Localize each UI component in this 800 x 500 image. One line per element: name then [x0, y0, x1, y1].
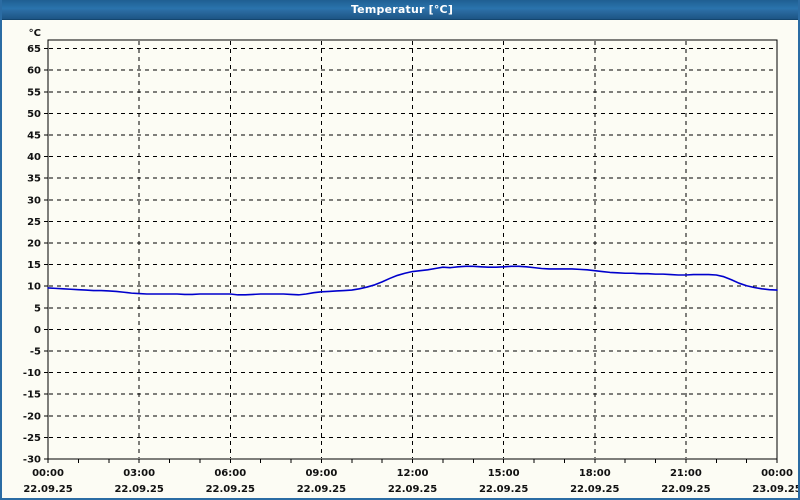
y-axis-tick-label: -10	[23, 368, 41, 379]
x-axis-time-label: 09:00	[305, 468, 337, 479]
x-axis-date-label: 23.09.25	[752, 484, 798, 495]
x-axis-time-label: 00:00	[32, 468, 64, 479]
y-axis-tick-label: 30	[27, 195, 41, 206]
x-axis-date-label: 22.09.25	[23, 484, 72, 495]
x-axis-time-label: 12:00	[397, 468, 429, 479]
x-axis-date-label: 22.09.25	[661, 484, 710, 495]
x-axis-time-label: 15:00	[488, 468, 520, 479]
y-axis-tick-label: 5	[34, 303, 41, 314]
y-axis-tick-label: -30	[23, 455, 41, 466]
x-axis-time-label: 03:00	[123, 468, 155, 479]
page-title: Temperatur [°C]	[350, 3, 454, 16]
gridlines	[44, 41, 778, 463]
y-axis-tick-label: -20	[23, 411, 41, 422]
x-axis-date-label: 22.09.25	[206, 484, 255, 495]
y-axis-tick-label: 55	[27, 87, 41, 98]
y-axis-tick-label: 35	[27, 174, 41, 185]
chart-canvas: 65 60 55 50 45 40 35 30 25 20 15 10 5 0 -5 -10 -15 -20 -25…	[2, 21, 798, 498]
y-axis-tick-label: 15	[27, 260, 41, 271]
y-axis-tick-label: -15	[23, 390, 41, 401]
y-axis-tick-label: 50	[27, 109, 41, 120]
y-axis-unit-label: °C	[29, 28, 41, 39]
x-axis-date-label: 22.09.25	[297, 484, 346, 495]
x-axis-date-label: 22.09.25	[570, 484, 619, 495]
y-axis-tick-label: 10	[27, 282, 41, 293]
data-series-line	[47, 265, 778, 296]
y-axis-tick-label: 65	[27, 44, 41, 55]
y-axis-tick-label: 45	[27, 131, 41, 142]
x-axis-date-label: 22.09.25	[479, 484, 528, 495]
x-axis-date-label: 22.09.25	[388, 484, 437, 495]
y-axis-tick-label: 20	[27, 239, 41, 250]
y-axis-tick-label: 0	[34, 325, 41, 336]
temperature-line-chart: 65605550454035302520151050-5-10-15-20-25…	[23, 28, 798, 495]
y-axis-tick-label: -5	[30, 347, 41, 358]
y-axis-tick-label: 40	[27, 152, 41, 163]
y-axis-tick-label: 25	[27, 217, 41, 228]
x-axis-time-label: 06:00	[214, 468, 246, 479]
x-axis-time-label: 18:00	[579, 468, 611, 479]
y-axis-tick-label: -25	[23, 433, 41, 444]
x-axis-time-label: 00:00	[761, 468, 793, 479]
window-title-bar: Temperatur [°C]	[2, 0, 798, 20]
y-axis-tick-label: 60	[27, 66, 41, 77]
x-axis-date-label: 22.09.25	[114, 484, 163, 495]
x-axis-time-label: 21:00	[670, 468, 702, 479]
